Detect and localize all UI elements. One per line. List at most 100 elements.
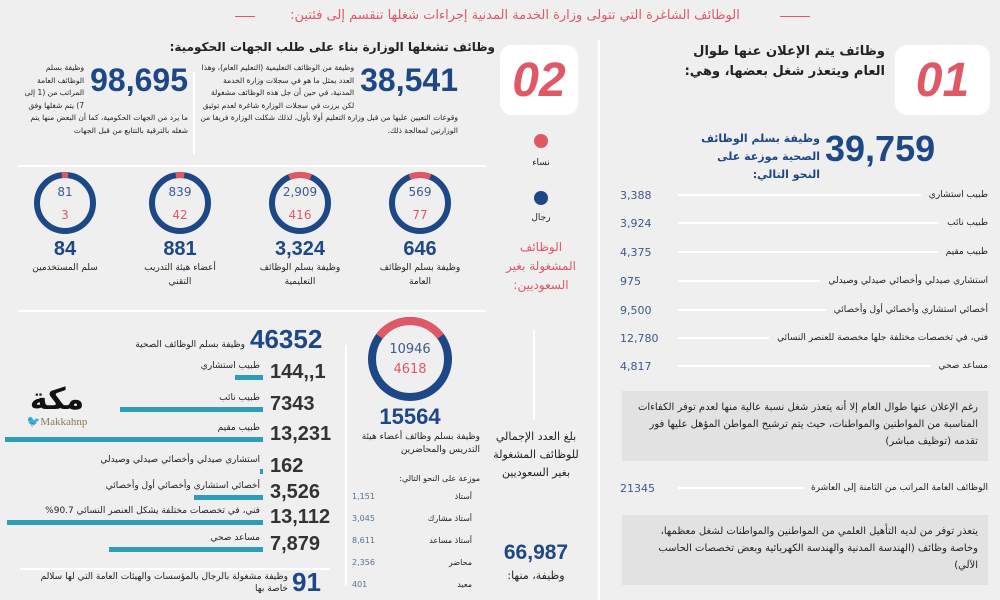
gender-donut (149, 172, 211, 234)
list-item: 4,817 مساعد صحي (620, 358, 988, 374)
edu-text: وظيفة من الوظائف التعليمية (التعليم العا… (200, 63, 458, 135)
edu-total: 38,541 (360, 62, 458, 98)
row-label: محاضر (448, 558, 472, 567)
row-label: معيد (457, 580, 472, 589)
ring-item: 2,909 416 3,324 وظيفة بسلم الوظائف التعليمي… (255, 170, 345, 289)
list-item: 12,780 فني، في تخصصات مختلفة جلها مخصصة ل… (620, 330, 988, 346)
list-item: 975 استشاري صيدلي وأخصائي صيدلي وصيدلي (620, 273, 988, 289)
list-item: 3,388 طبيب استشاري (620, 187, 988, 203)
women-legend-label: نساء (532, 158, 550, 168)
faculty-text: وظيفة بسلم وظائف أعضاء هيئة التدريس والم… (361, 432, 480, 455)
section1-total-text: وظيفة بسلم الوظائف الصحية موزعة على النح… (701, 132, 820, 181)
row-line (678, 222, 940, 224)
ring-item: 569 77 646 وظيفة بسلم الوظائف العامة (375, 170, 465, 289)
ring-men: 81 (57, 185, 73, 199)
men-arc (269, 172, 331, 234)
divider (18, 310, 486, 312)
row-value: 401 (352, 580, 368, 589)
bar-value: 162 (270, 455, 304, 477)
section-badge-01: 01 (895, 45, 990, 115)
faculty-women: 4618 (393, 362, 427, 377)
health-total: 46352 (250, 324, 323, 354)
ring-total: 84 (53, 238, 77, 260)
bar-value: 7343 (270, 393, 315, 415)
overall-text: بلغ العدد الإجمالي للوظائف المشغولة بغير… (493, 430, 579, 479)
bar-row: 162 استشاري صيدلي وأخصائي صيدلي وصيدلي (0, 455, 330, 485)
row-value: 3,924 (620, 216, 652, 230)
row-label: أخصائي استشاري وأخصائي أول وأخصائي (833, 305, 988, 315)
ring-women: 3 (61, 208, 69, 222)
faculty-total: 15564 (379, 404, 441, 429)
list-item: 8,611 أستاذ مساعد (352, 536, 472, 545)
ring-women: 42 (172, 208, 188, 222)
list-item: 3,924 طبيب نائب (620, 215, 988, 231)
bar-label: فني، في تخصصات مختلفة يشكل العنصر النسائ… (45, 506, 260, 516)
bar (5, 437, 263, 442)
divider (533, 330, 535, 420)
column-divider (598, 40, 600, 600)
ring-label: وظيفة بسلم الوظائف العامة (379, 263, 461, 287)
men-only-text: وظيفة مشغولة بالرجال بالمؤسسات والهيئات … (40, 572, 288, 594)
bar (259, 469, 263, 474)
faculty-dist: موزعة على النحو التالي: (399, 474, 480, 483)
logo-handle: 🐦Makkahnp (26, 416, 88, 428)
list-item: 4,375 طبيب مقيم (620, 244, 988, 260)
women-arc (368, 317, 452, 402)
ring-label: أعضاء هيئة التدريب التقني (144, 263, 216, 287)
header: الوظائف الشاغرة التي تتولى وزارة الخدمة … (0, 6, 1000, 28)
list-item: 1,151 أستاذ (352, 492, 472, 501)
bar-row: 13,112 فني، في تخصصات مختلفة يشكل العنصر … (0, 506, 330, 536)
page-title: الوظائف الشاغرة التي تتولى وزارة الخدمة … (290, 8, 740, 23)
row-line (678, 487, 803, 489)
bar-row: 7,879 مساعد صحي (0, 533, 330, 563)
women-arc (33, 172, 96, 234)
row-label: استشاري صيدلي وأخصائي صيدلي وصيدلي (828, 276, 988, 286)
gender-donut (389, 172, 451, 234)
row-value: 2,356 (352, 558, 375, 567)
women-arc (269, 172, 331, 234)
row-label: طبيب استشاري (928, 190, 988, 200)
row-line (678, 194, 921, 196)
bar (7, 520, 263, 525)
bar-value: 3,526 (270, 481, 321, 503)
row-label: طبيب مقيم (945, 247, 988, 257)
section-badge-02: 02 (500, 45, 578, 115)
list-item: 3,045 أستاذ مشارك (352, 514, 472, 523)
non-saudi-title: الوظائف المشغولة بغير السعوديين: (506, 240, 576, 292)
health-text: وظيفة بسلم الوظائف الصحية (135, 340, 245, 350)
ring-total: 881 (163, 238, 197, 260)
section2-heading: وظائف تشغلها الوزارة بناء على طلب الجهات… (169, 40, 495, 54)
row-value: 21345 (620, 481, 655, 495)
ring-women: 77 (412, 208, 428, 222)
men-only-total: 91 (292, 567, 321, 597)
ring-men: 569 (408, 185, 432, 199)
faculty-ring: 10946 4618 (365, 314, 455, 408)
makkah-logo: مكة 🐦Makkahnp (12, 385, 102, 429)
overall-total: 66,987 (503, 541, 569, 564)
ring-item: 81 3 84 سلم المستخدمين (20, 170, 110, 275)
gender-donut (269, 172, 331, 234)
row-label: طبيب نائب (947, 218, 988, 228)
bar-label: استشاري صيدلي وأخصائي صيدلي وصيدلي (100, 455, 260, 465)
bar (234, 375, 263, 380)
edu-block: 38,541 وظيفة من الوظائف التعليمية (التعل… (200, 62, 458, 137)
row-label: أستاذ مشارك (427, 514, 472, 523)
bar-label: مساعد صحي (210, 533, 261, 543)
men-legend-label: رجال (531, 213, 551, 223)
bar-row: 144,,1 طبيب استشاري (0, 361, 330, 391)
row-line (678, 365, 931, 367)
row-value: 1,151 (352, 492, 375, 501)
row-label: أستاذ مساعد (429, 536, 472, 545)
row-label: فني، في تخصصات مختلفة جلها مخصصة للعنصر … (777, 333, 988, 343)
row-value: 9,500 (620, 303, 652, 317)
bar-value: 7,879 (270, 533, 321, 555)
gen-block: 98,695 وظيفة بسلم الوظائف العامة المراتب… (22, 62, 188, 137)
row-value: 4,817 (620, 359, 652, 373)
row-value: 12,780 (620, 331, 659, 345)
ring-label: سلم المستخدمين (32, 263, 98, 273)
twitter-icon: 🐦 (26, 416, 41, 428)
ring-women: 416 (288, 208, 312, 222)
ring-total: 646 (403, 238, 437, 260)
bar-row: 13,231 طبيب مقيم (0, 423, 331, 453)
ring-item: 839 42 881 أعضاء هيئة التدريب التقني (135, 170, 225, 289)
